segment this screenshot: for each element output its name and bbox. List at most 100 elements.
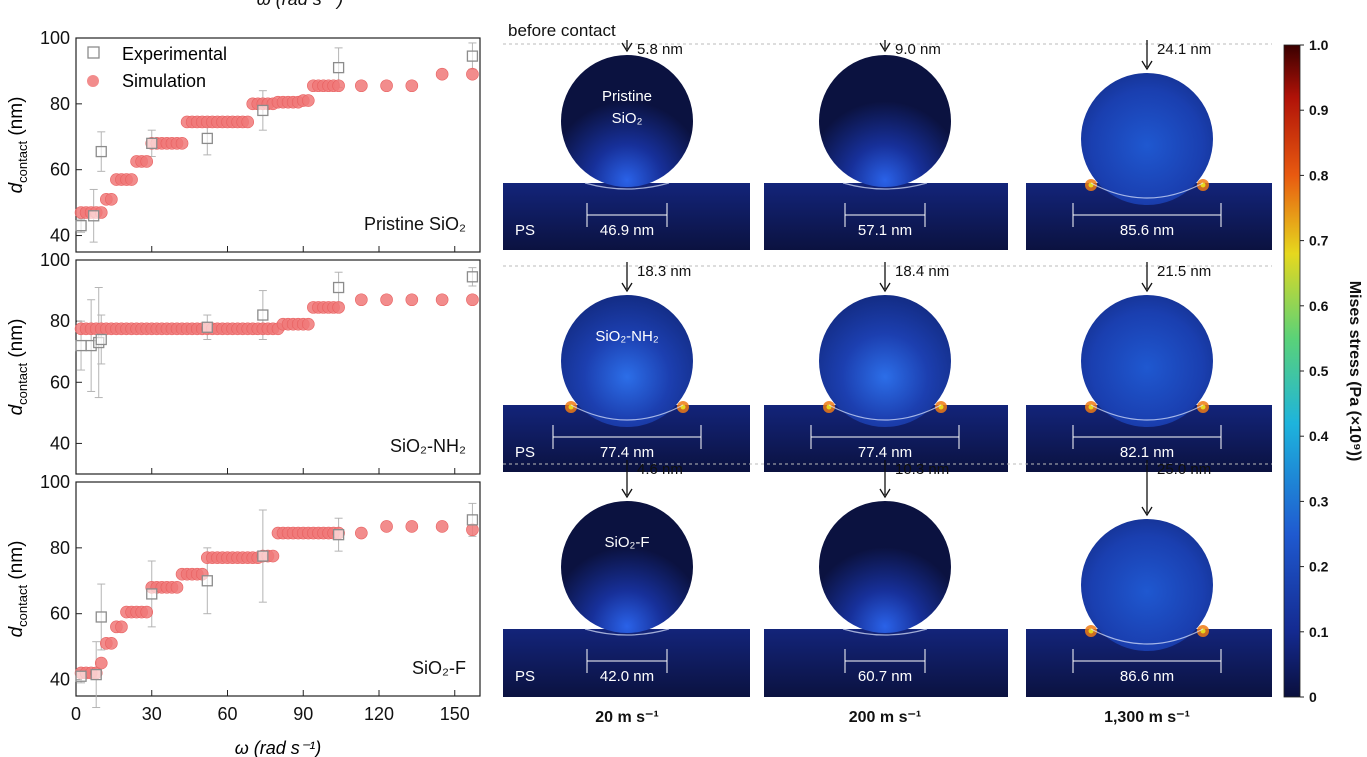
width-label: 46.9 nm [600, 222, 654, 239]
depth-label: 18.4 nm [895, 263, 949, 280]
depth-arrow-head [879, 488, 891, 499]
depth-arrow-head [1141, 506, 1153, 517]
scatter-plots: 40 60 80 100 dcontact (nm) Pristine SiO₂ Exper… [6, 28, 481, 757]
simulation-point [405, 293, 419, 307]
experimental-point [146, 137, 158, 150]
experimental-point [332, 61, 345, 74]
simulation-point [94, 656, 108, 670]
contact-arc [1090, 404, 1204, 421]
y-tick-label: 60 [50, 372, 70, 392]
colorbar-tick-label: 0.4 [1309, 428, 1329, 444]
legend-experimental-marker [87, 46, 100, 59]
substrate-label: PS [515, 444, 535, 461]
y-tick-label: 60 [50, 160, 70, 180]
contact-arc [842, 628, 928, 636]
depth-label: 5.8 nm [637, 41, 683, 58]
particle [561, 295, 693, 427]
panel-label: SiO₂-F [412, 658, 466, 678]
top-cut-label: ω (rad s⁻¹) [257, 0, 344, 9]
depth-label: 24.1 nm [1157, 41, 1211, 58]
simulation-point [332, 79, 345, 93]
depth-arrow-head [621, 282, 633, 293]
x-tick-label: 30 [142, 704, 162, 724]
experimental-point [257, 550, 269, 562]
depth-label: 21.5 nm [1157, 263, 1211, 280]
experimental-point [201, 575, 213, 587]
substrate-label: PS [515, 668, 535, 685]
x-tick-label: 120 [364, 704, 394, 724]
particle-label: SiO₂-NH₂ [595, 328, 658, 345]
simulation-point [355, 79, 368, 93]
panel-label: SiO₂-NH₂ [390, 436, 466, 456]
legend-simulation-marker [87, 75, 99, 87]
colorbar-tick-label: 0.2 [1309, 559, 1329, 575]
y-tick-label: 80 [50, 94, 70, 114]
colorbar-tick-label: 0.9 [1309, 102, 1329, 118]
simulation-point [466, 293, 479, 307]
sim-image-r3c2: 10.3 nm 60.7 nm [764, 460, 1008, 697]
width-label: 86.6 nm [1120, 668, 1174, 685]
colorbar-tick-label: 1.0 [1309, 37, 1329, 53]
depth-label: 10.3 nm [895, 461, 949, 478]
y-tick-label: 40 [50, 433, 70, 453]
simulation-point [105, 637, 118, 650]
panel-label: Pristine SiO₂ [364, 214, 466, 234]
simulation-point [140, 605, 153, 619]
experimental-point [75, 220, 87, 232]
colorbar-tick-label: 0.1 [1309, 624, 1329, 640]
substrate [764, 183, 1008, 250]
simulation-images: 5.8 nm 46.9 nm PS Pristine SiO₂ 9.0 nm 57.1 nm… [503, 40, 1272, 697]
simulation-point [355, 293, 368, 307]
depth-arrow-head [621, 488, 633, 499]
simulation-point [466, 67, 479, 81]
legend-experimental-label: Experimental [122, 44, 227, 64]
substrate [764, 629, 1008, 697]
colorbar-title: Mises stress (Pa (×10⁹)) [1346, 281, 1363, 462]
before-contact-label: before contact [508, 21, 616, 40]
panel-frame [75, 259, 481, 475]
particle [1081, 73, 1213, 205]
experimental-point [90, 668, 102, 681]
legend: Experimental Simulation [87, 44, 227, 91]
x-axis-label: ω (rad s⁻¹) [235, 738, 322, 757]
contact-arc [1090, 628, 1204, 645]
y-tick-label: 100 [40, 250, 70, 270]
colorbar-tick-label: 0.5 [1309, 363, 1329, 379]
experimental-point [95, 611, 107, 623]
depth-label: 9.0 nm [895, 41, 941, 58]
simulation-point [140, 155, 153, 168]
simulation-point [405, 79, 419, 93]
width-label: 85.6 nm [1120, 222, 1174, 239]
panel-frame [75, 37, 481, 253]
x-tick-label: 0 [71, 704, 81, 724]
depth-label: 4.6 nm [637, 461, 683, 478]
colorbar-tick-label: 0.3 [1309, 493, 1329, 509]
y-tick-label: 100 [40, 472, 70, 492]
contact-arc [584, 628, 670, 636]
experimental-point [146, 588, 158, 600]
contact-arc [584, 182, 670, 190]
experimental-point [201, 321, 213, 333]
experimental-point [88, 210, 100, 222]
depth-arrow-head [879, 42, 891, 53]
depth-label: 25.0 nm [1157, 461, 1211, 478]
simulation-point [175, 137, 189, 150]
simulation-point [301, 94, 315, 107]
simulation-point [125, 173, 138, 186]
y-tick-label: 80 [50, 311, 70, 331]
speed-label-1300: 1,300 m s⁻¹ [1104, 709, 1190, 726]
experimental-point [466, 50, 479, 62]
x-tick-label: 60 [217, 704, 237, 724]
sim-image-r1c2: 9.0 nm 57.1 nm [764, 40, 1008, 250]
colorbar-tick-label: 0.6 [1309, 298, 1329, 314]
experimental-point [75, 339, 87, 352]
width-label: 60.7 nm [858, 668, 912, 685]
simulation-point [380, 79, 393, 93]
y-tick-label: 60 [50, 604, 70, 624]
colorbar-ticks: 1.0 0.9 0.8 0.7 0.6 0.5 0.4 0.3 0.2 0.1 0 [1300, 37, 1329, 705]
experimental-point [332, 281, 345, 294]
y-tick-label: 80 [50, 538, 70, 558]
colorbar [1283, 44, 1301, 698]
width-label: 77.4 nm [858, 444, 912, 461]
